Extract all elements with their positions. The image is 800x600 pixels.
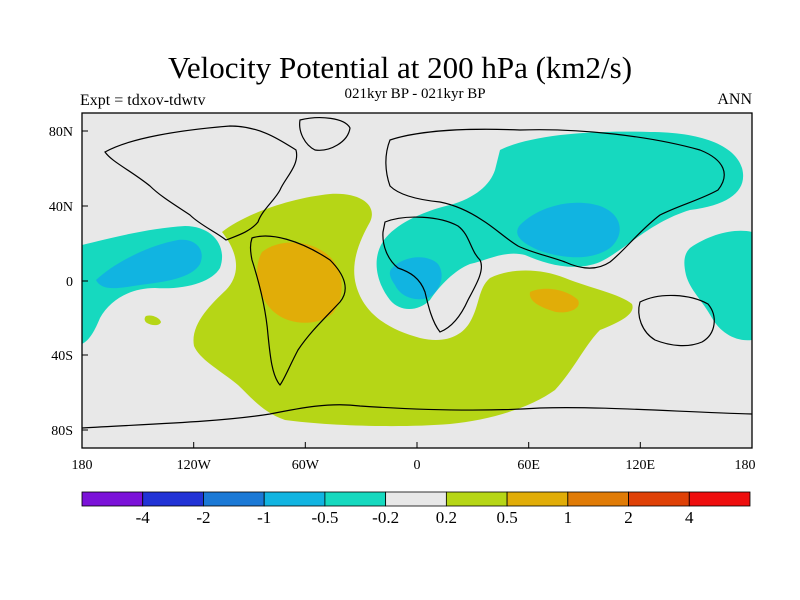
colorbar-swatch — [324, 491, 387, 507]
colorbar-swatch — [385, 491, 447, 507]
colorbar-label: 1 — [564, 508, 573, 527]
coast-eurasia — [385, 128, 725, 269]
colorbar-swatch — [506, 491, 569, 507]
coast-antarctica — [82, 404, 752, 429]
colorbar: -4 -2 -1 -0.5 -0.2 0.2 0.5 1 2 4 — [81, 491, 751, 527]
colorbar-swatch — [142, 491, 204, 507]
colorbar-label: 2 — [624, 508, 633, 527]
lon-tick-label: 60W — [292, 458, 320, 473]
lat-tick-label: 40S — [51, 349, 73, 364]
colorbar-label: -0.2 — [372, 508, 399, 527]
longitude-tick-labels: 180 120W 60W 0 60E 120E 180 — [72, 458, 756, 473]
colorbar-swatch — [445, 491, 508, 507]
season-label: ANN — [717, 91, 752, 108]
lon-tick-label: 120E — [626, 458, 656, 473]
lat-tick-label: 80N — [49, 125, 73, 140]
colorbar-swatch — [567, 491, 629, 507]
coast-south-america — [249, 235, 346, 386]
lon-tick-label: 0 — [414, 458, 421, 473]
colorbar-label: -1 — [257, 508, 271, 527]
colorbar-label: 0.2 — [436, 508, 457, 527]
experiment-label: Expt = tdxov-tdwtv — [80, 92, 206, 109]
latitude-tick-marks — [82, 130, 88, 431]
colorbar-swatch — [81, 491, 144, 507]
lon-tick-label: 120W — [177, 458, 212, 473]
negative-core-east-pacific — [96, 239, 202, 289]
lat-tick-label: 40N — [49, 200, 73, 215]
colorbar-swatch — [628, 491, 690, 507]
colorbar-swatch — [263, 491, 326, 507]
longitude-tick-marks — [81, 442, 753, 448]
colorbar-swatch — [203, 491, 265, 507]
lon-tick-label: 180 — [72, 458, 93, 473]
coast-greenland — [299, 117, 351, 151]
negative-core-asia — [517, 202, 620, 258]
positive-core-south-america — [257, 242, 342, 323]
map-plot-area — [82, 113, 752, 448]
negative-region-west-pacific — [684, 230, 752, 341]
colorbar-swatch — [688, 491, 751, 507]
coastlines — [82, 117, 752, 429]
lon-tick-label: 60E — [517, 458, 540, 473]
latitude-tick-labels: 80N 40N 0 40S 80S — [49, 125, 73, 439]
positive-spot-pacific — [144, 315, 161, 326]
coast-africa — [382, 216, 482, 333]
colorbar-label: -4 — [136, 508, 151, 527]
lat-tick-label: 80S — [51, 424, 73, 439]
colorbar-label: -0.5 — [311, 508, 338, 527]
colorbar-label: 4 — [685, 508, 694, 527]
map-title: Velocity Potential at 200 hPa (km2/s) — [167, 50, 633, 85]
positive-core-indian-ocean — [529, 288, 579, 313]
colorbar-label: 0.5 — [496, 508, 517, 527]
colorbar-label: -2 — [196, 508, 210, 527]
coast-australia — [638, 294, 715, 347]
map-subtitle: 021kyr BP - 021kyr BP — [344, 86, 486, 102]
lat-tick-label: 0 — [66, 275, 73, 290]
coast-north-america — [104, 125, 298, 241]
lon-tick-label: 180 — [735, 458, 756, 473]
